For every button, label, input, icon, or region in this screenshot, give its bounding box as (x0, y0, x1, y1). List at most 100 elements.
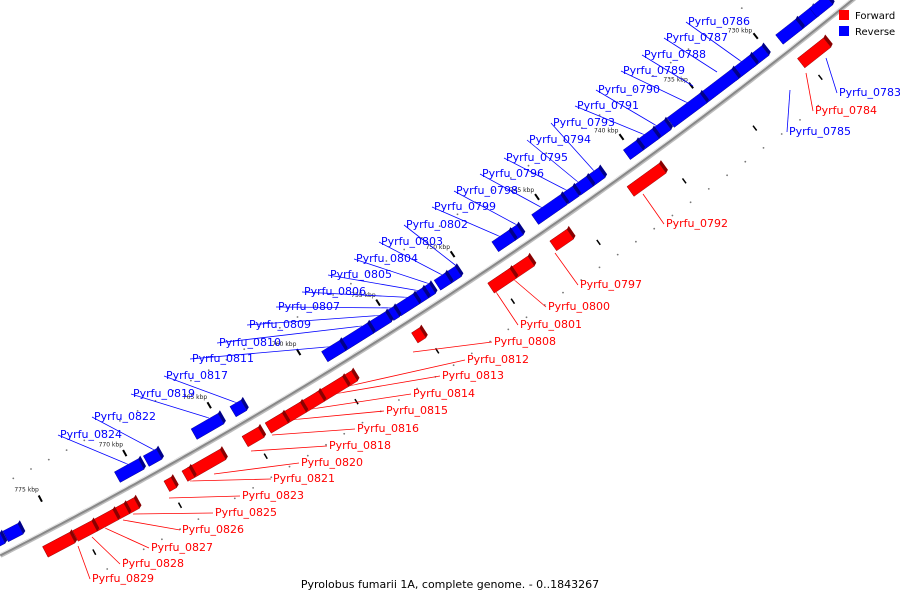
leader-line (289, 410, 385, 421)
leader-line (189, 345, 339, 360)
gene-label[interactable]: Pyrfu_0825 (215, 506, 277, 519)
position-dot (83, 439, 86, 442)
position-dot (252, 487, 255, 489)
gene-label[interactable]: Pyrfu_0789 (623, 64, 685, 77)
gene-label[interactable]: Pyrfu_0803 (381, 235, 443, 248)
gene-label[interactable]: Pyrfu_0817 (166, 369, 228, 382)
reverse-gene-5 (697, 65, 741, 104)
gene-label[interactable]: Pyrfu_0814 (413, 387, 475, 400)
leader-line (353, 258, 434, 286)
map-caption: Pyrolobus fumarii 1A, complete genome. -… (301, 578, 599, 591)
gene-label[interactable]: Pyrfu_0807 (278, 300, 340, 313)
gene-label[interactable]: Pyrfu_0783 (839, 86, 900, 99)
position-dot (652, 75, 654, 77)
gene-label[interactable]: Pyrfu_0822 (94, 410, 156, 423)
gene-label[interactable]: Pyrfu_0824 (60, 428, 122, 441)
gene-label[interactable]: Pyrfu_0828 (122, 557, 184, 570)
forward-gene-41 (264, 409, 291, 435)
gene-label[interactable]: Pyrfu_0799 (434, 200, 496, 213)
gene-label[interactable]: Pyrfu_0796 (482, 167, 544, 180)
scale-label: 775 kbp (14, 487, 39, 494)
gene-label[interactable]: Pyrfu_0827 (151, 541, 213, 554)
gene-features (0, 0, 835, 559)
position-dot (580, 127, 583, 129)
position-dot (225, 358, 228, 361)
leader-line (327, 274, 427, 293)
gene-label[interactable]: Pyrfu_0801 (520, 318, 582, 331)
gene-label[interactable]: Pyrfu_0793 (553, 116, 615, 129)
leader-line (453, 190, 518, 226)
position-dot (332, 294, 334, 296)
leader-line (104, 527, 150, 549)
gene-label[interactable]: Pyrfu_0821 (273, 472, 335, 485)
gene-label[interactable]: Pyrfu_0823 (242, 489, 304, 502)
gene-label[interactable]: Pyrfu_0794 (529, 133, 591, 146)
gene-label[interactable]: Pyrfu_0785 (789, 125, 851, 138)
gene-label[interactable]: Pyrfu_0812 (467, 353, 529, 366)
leader-line (275, 306, 403, 309)
gene-label[interactable]: Pyrfu_0792 (666, 217, 728, 230)
position-dot (12, 477, 15, 480)
gene-label[interactable]: Pyrfu_0808 (494, 335, 556, 348)
gene-label[interactable]: Pyrfu_0806 (304, 285, 366, 298)
gene-label[interactable]: Pyrfu_0809 (249, 318, 311, 331)
position-dot (509, 177, 512, 179)
forward-gene-36 (411, 324, 428, 345)
position-dot (470, 352, 473, 355)
reverse-gene-24 (320, 337, 348, 363)
gene-label[interactable]: Pyrfu_0786 (688, 15, 750, 28)
leader-line (122, 519, 181, 531)
position-dot (744, 160, 747, 163)
reverse-gene-30 (0, 529, 8, 547)
gene-label[interactable]: Pyrfu_0797 (580, 278, 642, 291)
gene-label[interactable]: Pyrfu_0790 (598, 83, 660, 96)
gene-label[interactable]: Pyrfu_0815 (386, 404, 448, 417)
gene-label[interactable]: Pyrfu_0787 (666, 31, 728, 44)
gene-label[interactable]: Pyrfu_0804 (356, 252, 418, 265)
legend-label-reverse: Reverse (855, 27, 895, 38)
leader-line (574, 105, 651, 138)
scale-tick-inner (263, 453, 268, 460)
position-dot (161, 538, 163, 541)
scale-ticks: 730 kbp 735 kbp 740 kbp 745 kbp 750 kbp 755 k… (14, 27, 823, 556)
leader-line (495, 291, 519, 326)
position-dot (438, 225, 441, 228)
gene-label[interactable]: Pyrfu_0816 (357, 422, 419, 435)
forward-gene-45 (163, 474, 179, 494)
gene-label[interactable]: Pyrfu_0788 (644, 48, 706, 61)
position-dot (190, 379, 192, 382)
scale-tick-inner (177, 502, 183, 509)
leader-line (246, 314, 386, 326)
scale-label: 735 kbp (663, 77, 688, 84)
gene-label[interactable]: Pyrfu_0800 (548, 300, 610, 313)
scale-tick-inner (354, 398, 359, 405)
leader-line (641, 54, 694, 87)
gene-label[interactable]: Pyrfu_0826 (182, 523, 244, 536)
gene-label[interactable]: Pyrfu_0795 (506, 151, 568, 164)
gene-label[interactable]: Pyrfu_0810 (219, 336, 281, 349)
scale-tick (752, 32, 759, 40)
genome-backbone (0, 0, 857, 558)
gene-label[interactable]: Pyrfu_0805 (330, 268, 392, 281)
scale-tick (295, 348, 302, 356)
position-dot (233, 497, 236, 500)
gene-label[interactable]: Pyrfu_0829 (92, 572, 154, 585)
gene-label[interactable]: Pyrfu_0818 (329, 439, 391, 452)
gene-label[interactable]: Pyrfu_0819 (133, 387, 195, 400)
position-dot (723, 21, 725, 23)
position-dot (124, 558, 127, 561)
gene-label[interactable]: Pyrfu_0813 (442, 369, 504, 382)
position-dot (452, 364, 455, 367)
gene-label[interactable]: Pyrfu_0791 (577, 99, 639, 112)
gene-label[interactable]: Pyrfu_0798 (456, 184, 518, 197)
gene-label[interactable]: Pyrfu_0802 (406, 218, 468, 231)
position-dot (243, 348, 246, 351)
gene-label[interactable]: Pyrfu_0784 (815, 104, 877, 117)
gene-label[interactable]: Pyrfu_0820 (301, 456, 363, 469)
reverse-gene-29 (1, 520, 26, 543)
reverse-gene-2 (774, 15, 805, 45)
position-dot (101, 429, 103, 432)
leader-line (554, 252, 579, 286)
gene-label[interactable]: Pyrfu_0811 (192, 352, 254, 365)
